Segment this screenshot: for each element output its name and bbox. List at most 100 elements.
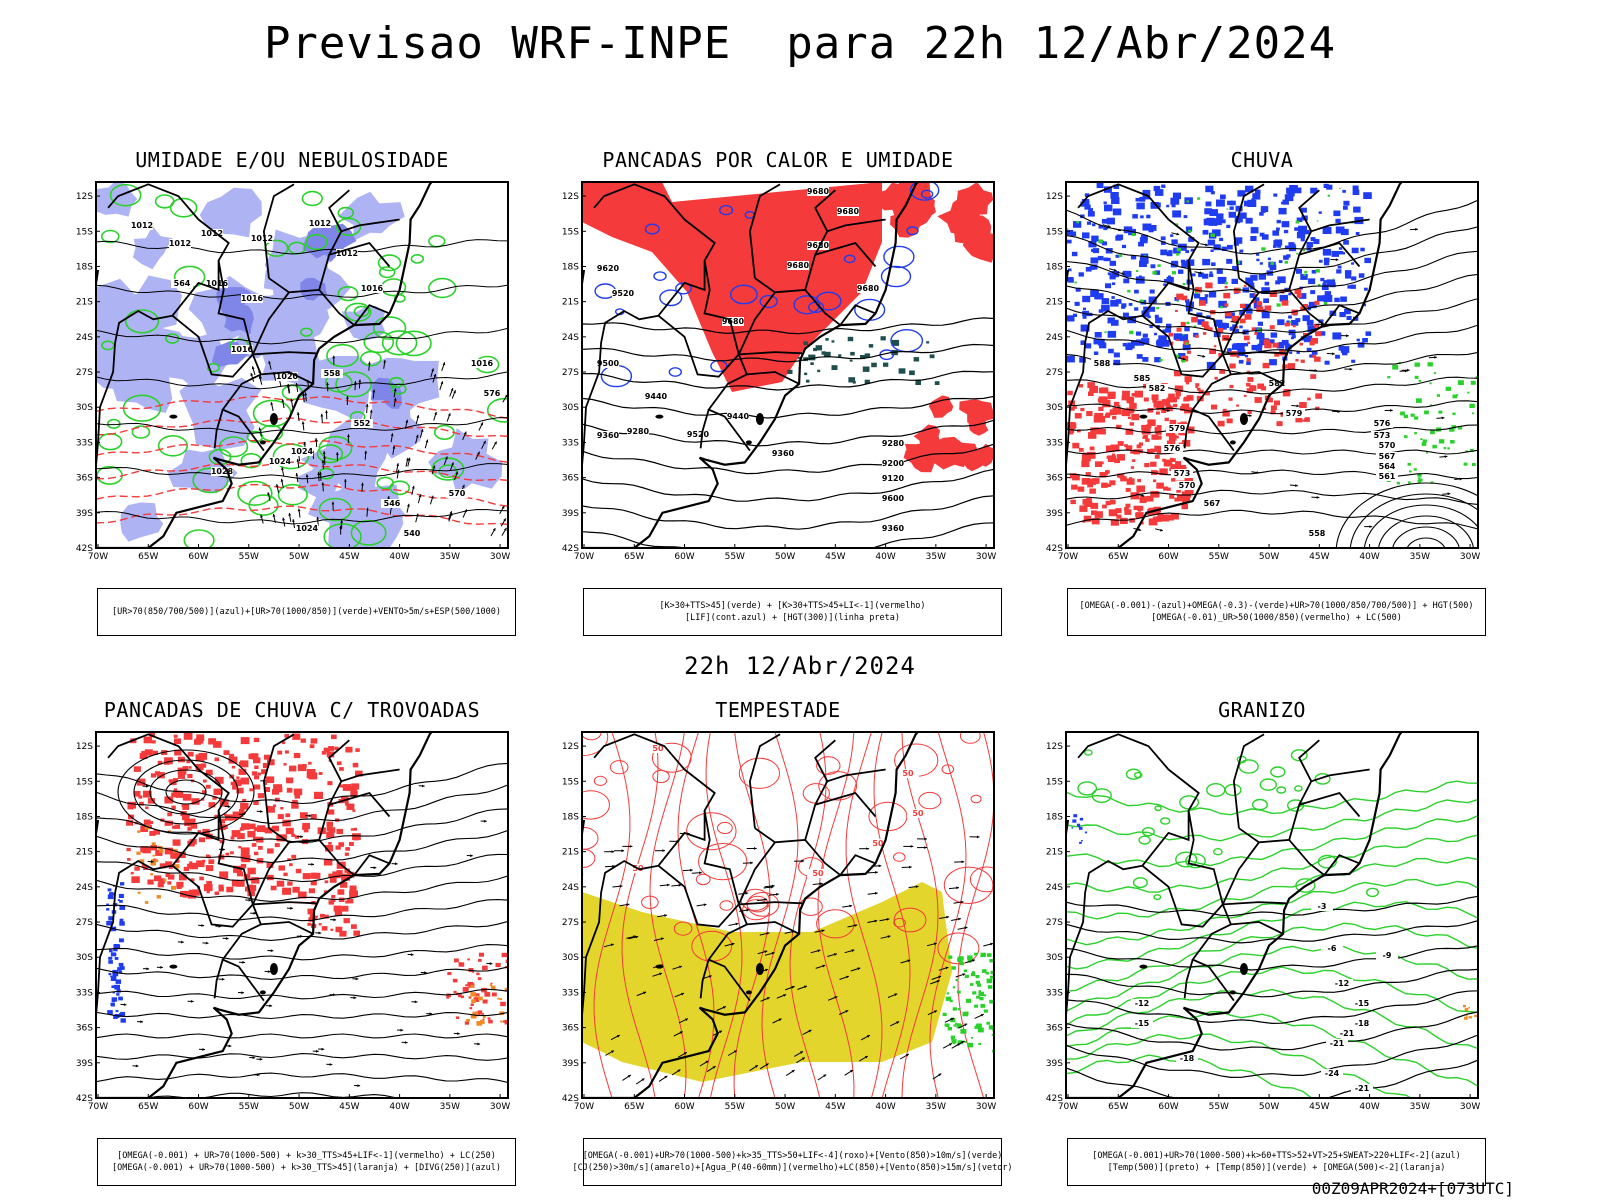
- map-content: -3-6-9-12-12-15-15-18-18-21-21-24-21: [1066, 732, 1478, 1098]
- lon-label: 40W: [875, 1102, 895, 1112]
- contour-label-bg: [336, 249, 358, 258]
- omega-strong-area: [1430, 481, 1434, 484]
- wind-vector-head: [964, 1023, 968, 1027]
- wind-vector-head: [1332, 352, 1335, 356]
- wind-vector-head: [823, 1074, 827, 1078]
- omega-area: [1343, 240, 1349, 245]
- wind-vector-head: [866, 1035, 870, 1038]
- lat-label: 30S: [1046, 403, 1063, 413]
- storm-area: [460, 995, 464, 999]
- state-border: [1232, 183, 1265, 279]
- precip-area: [1150, 490, 1159, 498]
- wind-vector-head: [851, 949, 855, 953]
- state-border: [1077, 733, 1170, 771]
- legend-line: [OMEGA(-0.001)-(azul)+OMEGA(-0.3)-(verde…: [1079, 601, 1474, 611]
- wind-vector-head: [462, 484, 465, 488]
- omega-area: [1231, 278, 1238, 284]
- wind850-area: [951, 1038, 954, 1040]
- divergence-area: [118, 962, 124, 967]
- omega-area: [1323, 183, 1329, 188]
- storm-area: [276, 787, 283, 793]
- wind-vector-head: [321, 482, 325, 485]
- state-border: [827, 218, 886, 233]
- contour-label-bg: [1376, 951, 1398, 960]
- precip-area: [1069, 431, 1074, 435]
- heat-humidity-area: [787, 369, 793, 374]
- storm-area: [283, 872, 288, 877]
- storm-area: [133, 766, 141, 772]
- hgt300-isoline: [582, 522, 994, 548]
- humidity-contour: [326, 343, 359, 368]
- streamline-250: [149, 769, 223, 815]
- temp500-isoline: [1066, 968, 1478, 998]
- omega-strong-area: [1176, 247, 1182, 252]
- wind-vector-head: [801, 859, 805, 863]
- wind-vector-head: [301, 421, 305, 425]
- humidity-contour: [388, 376, 405, 389]
- humidity-contour: [378, 266, 396, 279]
- omega-area: [1226, 224, 1231, 228]
- wind-vector-head: [659, 972, 662, 976]
- omega-area: [1358, 273, 1365, 278]
- omega-area: [1103, 186, 1112, 193]
- heat-humidity-area: [864, 379, 870, 384]
- omega500-area: [1463, 1004, 1466, 1008]
- precip-area: [1209, 348, 1216, 354]
- omega-area: [1094, 332, 1102, 338]
- omega-area: [1184, 327, 1190, 332]
- humidity-contour: [192, 467, 229, 494]
- omega-area: [1160, 236, 1166, 241]
- contour-label-bg: [882, 459, 904, 468]
- omega-area: [1166, 204, 1170, 208]
- storm-area: [256, 825, 266, 833]
- omega-strong-area: [1472, 412, 1475, 415]
- lat-label: 39S: [562, 509, 579, 519]
- precip-area: [1125, 445, 1133, 451]
- lat-label: 21S: [562, 298, 579, 308]
- wind-vector-head: [447, 413, 451, 417]
- wind-vector-head: [735, 922, 739, 926]
- wind-vector-head: [404, 1041, 408, 1044]
- lake-mirim: [259, 990, 266, 995]
- omega-strong-area: [1438, 439, 1445, 444]
- wind-vector-head: [364, 450, 368, 454]
- storm-area: [504, 1019, 508, 1025]
- wind-vector-head: [140, 1020, 143, 1024]
- humidity-contour: [277, 483, 308, 506]
- storm-area: [151, 740, 156, 744]
- omega-area: [1139, 196, 1146, 202]
- omega-area: [1082, 315, 1087, 319]
- temp850-isoline: [1091, 788, 1112, 803]
- wind-vector-head: [1166, 409, 1170, 412]
- omega-area: [1291, 319, 1299, 326]
- precip-area: [1307, 397, 1311, 401]
- omega-area: [1202, 258, 1211, 266]
- storm-area: [487, 1017, 491, 1020]
- wind-vector-head: [1160, 528, 1163, 532]
- omega-strong-area: [1471, 463, 1476, 466]
- omega-area: [1190, 248, 1195, 252]
- omega-area: [1273, 193, 1278, 197]
- precip-area: [1150, 461, 1157, 467]
- omega-area: [1130, 255, 1137, 260]
- storm-area: [307, 908, 315, 915]
- streamline-250: [96, 875, 508, 902]
- storm-area: [477, 1010, 483, 1014]
- humidity-shading: [263, 260, 307, 295]
- contour-label-bg: [131, 221, 153, 230]
- wind-vector-head: [332, 993, 336, 997]
- storm-area: [353, 827, 358, 831]
- contour-label-bg: [1331, 979, 1353, 988]
- omega-strong-area: [1224, 282, 1228, 285]
- lon-label: 65W: [1108, 1102, 1128, 1112]
- pressure-isobar: [96, 417, 508, 435]
- omega-strong-area: [1407, 481, 1411, 484]
- humidity-contour: [218, 436, 249, 458]
- omega-area: [1234, 237, 1243, 244]
- precip-area: [1133, 505, 1139, 510]
- omega-area: [1335, 226, 1345, 234]
- storm-area: [139, 752, 148, 759]
- omega-area: [1209, 273, 1214, 278]
- omega-area: [1304, 229, 1310, 235]
- precip-water-contour: [695, 873, 711, 886]
